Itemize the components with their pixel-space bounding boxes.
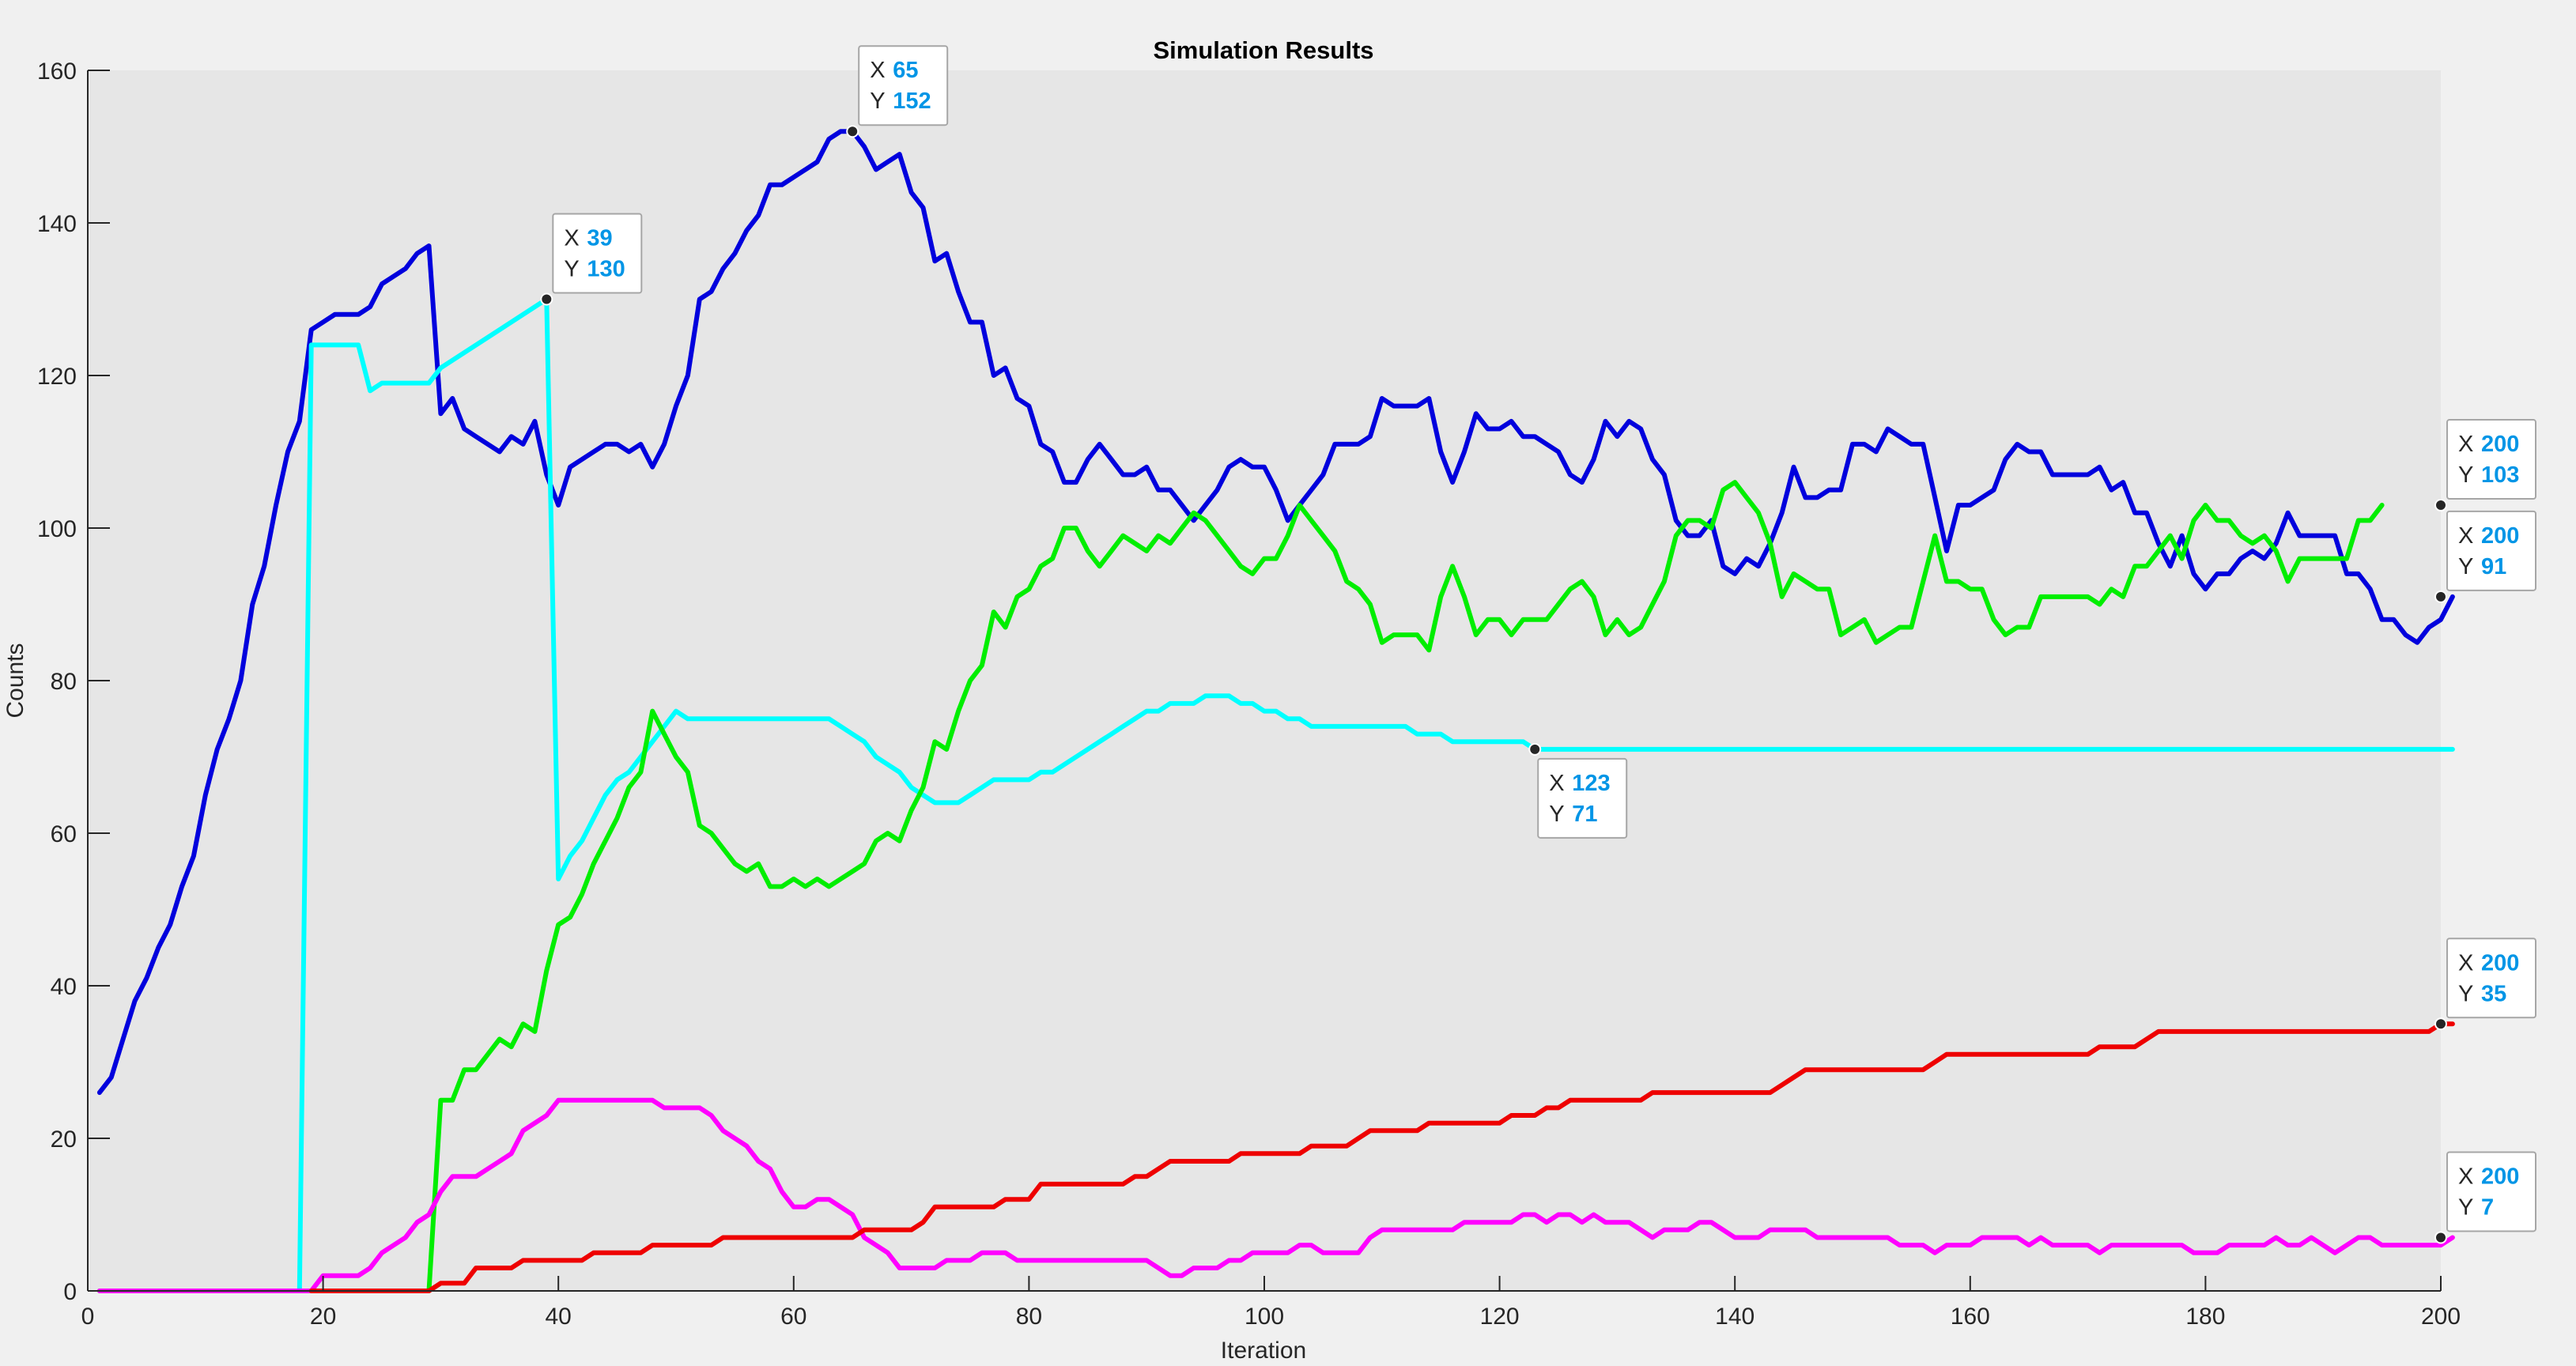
- x-tick-label: 140: [1715, 1304, 1754, 1330]
- series-line-4[interactable]: [96, 1097, 2455, 1293]
- datatip-marker: [1528, 742, 1542, 756]
- y-axis-label: Counts: [2, 643, 28, 718]
- datatip-x-value: 200: [2481, 523, 2519, 549]
- x-tick-label: 200: [2421, 1304, 2461, 1330]
- datatip-y-value: 7: [2481, 1194, 2494, 1220]
- y-tick-label: 120: [37, 364, 77, 390]
- datatip-y-label: Y: [2458, 554, 2473, 579]
- datatip-x-value: 200: [2481, 1164, 2519, 1189]
- datatip-y-value: 91: [2481, 554, 2506, 579]
- datatip-box: [2446, 938, 2536, 1019]
- datatip-box: [858, 45, 949, 126]
- datatip-x-value: 39: [587, 226, 612, 251]
- datatip-box: [2446, 419, 2536, 500]
- y-tick-label: 0: [63, 1279, 77, 1305]
- datatip-marker: [846, 125, 859, 138]
- y-tick-label: 80: [51, 669, 77, 695]
- datatip-box: [2446, 1151, 2536, 1232]
- datatips: X 65 Y 152 X 39 Y 130 X 123 Y 71 X 200 Y 103 X 200 Y 91 X 200…: [540, 45, 2536, 1244]
- datatip-marker: [2434, 1017, 2447, 1031]
- y-ticks: 0 20 40 60 80 100 120 140 160: [37, 58, 110, 1305]
- datatip-y-value: 35: [2481, 981, 2506, 1006]
- x-tick-label: 40: [546, 1304, 572, 1330]
- datatip-box: [1537, 757, 1628, 839]
- y-tick-label: 100: [37, 516, 77, 542]
- datatip[interactable]: X 200 Y 7: [2434, 1151, 2536, 1244]
- y-tick-label: 140: [37, 211, 77, 237]
- datatip-x-label: X: [2458, 1164, 2473, 1189]
- datatip[interactable]: X 39 Y 130: [540, 213, 643, 306]
- datatip-marker: [2434, 499, 2447, 512]
- datatip-box: [2446, 510, 2536, 591]
- y-tick-label: 160: [37, 58, 77, 85]
- x-ticks: 0 20 40 60 80 100 120 140 160 180 200: [81, 1276, 2461, 1330]
- x-tick-label: 20: [310, 1304, 336, 1330]
- datatip-marker: [2434, 1231, 2447, 1244]
- datatip-marker: [540, 292, 553, 306]
- datatip-y-label: Y: [870, 89, 885, 114]
- series-layer: [96, 129, 2455, 1293]
- datatip-y-value: 71: [1572, 802, 1597, 827]
- datatip-y-label: Y: [2458, 1194, 2473, 1220]
- datatip-y-label: Y: [2458, 462, 2473, 488]
- x-tick-label: 160: [1951, 1304, 1990, 1330]
- datatip-y-value: 130: [587, 257, 625, 282]
- x-tick-label: 100: [1245, 1304, 1284, 1330]
- datatip[interactable]: X 123 Y 71: [1528, 742, 1628, 839]
- y-tick-label: 60: [51, 821, 77, 847]
- datatip-x-value: 65: [893, 58, 918, 83]
- datatip[interactable]: X 200 Y 35: [2434, 938, 2536, 1031]
- datatip-x-label: X: [2458, 950, 2473, 975]
- x-tick-label: 60: [780, 1304, 806, 1330]
- x-axis-label: Iteration: [1221, 1338, 1306, 1362]
- datatip-y-label: Y: [1549, 802, 1564, 827]
- series-line-1[interactable]: [96, 129, 2455, 1096]
- datatip-box: [552, 213, 643, 294]
- datatip-x-value: 200: [2481, 432, 2519, 457]
- datatip-y-value: 103: [2481, 462, 2519, 488]
- datatip[interactable]: X 200 Y 91: [2434, 510, 2536, 603]
- plot-area[interactable]: [88, 70, 2441, 1291]
- datatip[interactable]: X 65 Y 152: [846, 45, 949, 138]
- y-tick-label: 20: [51, 1126, 77, 1153]
- datatip-x-label: X: [564, 226, 579, 251]
- series-line-5[interactable]: [308, 1021, 2455, 1293]
- x-tick-label: 120: [1480, 1304, 1520, 1330]
- x-tick-label: 180: [2185, 1304, 2225, 1330]
- datatip[interactable]: X 200 Y 103: [2434, 419, 2536, 512]
- x-tick-label: 0: [81, 1304, 95, 1330]
- y-tick-label: 40: [51, 974, 77, 1000]
- datatip-x-label: X: [2458, 432, 2473, 457]
- x-tick-label: 80: [1016, 1304, 1042, 1330]
- chart-title: Simulation Results: [1153, 36, 1373, 64]
- datatip-marker: [2434, 590, 2447, 603]
- series-line-3[interactable]: [96, 480, 2385, 1293]
- datatip-y-value: 152: [893, 89, 931, 114]
- datatip-x-label: X: [2458, 523, 2473, 549]
- datatip-x-label: X: [1549, 771, 1564, 796]
- datatip-x-value: 123: [1572, 771, 1610, 796]
- datatip-y-label: Y: [564, 257, 579, 282]
- series-line-2[interactable]: [96, 296, 2455, 1293]
- datatip-y-label: Y: [2458, 981, 2473, 1006]
- datatip-x-label: X: [870, 58, 885, 83]
- datatip-x-value: 200: [2481, 950, 2519, 975]
